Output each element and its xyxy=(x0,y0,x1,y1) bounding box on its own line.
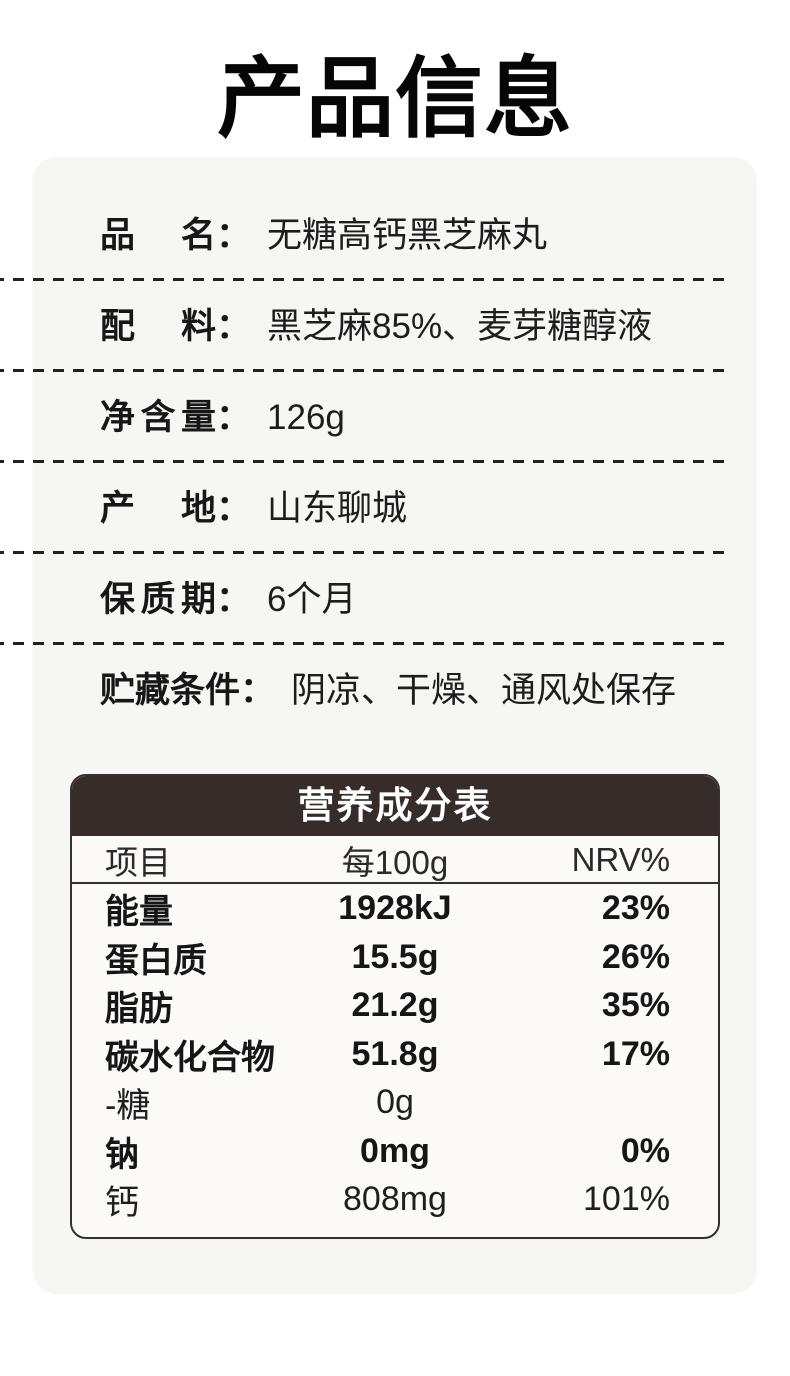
info-label-product-name: 品名 xyxy=(100,215,216,255)
nutrient-per100g: 0mg xyxy=(360,1131,430,1170)
nutrition-column-header-row: 项目 每100g NRV% xyxy=(72,836,718,884)
info-value-origin: 山东聊城 xyxy=(267,488,408,528)
info-colon: ： xyxy=(216,397,252,437)
info-value-net-weight: 126g xyxy=(267,397,345,437)
nutrient-name: 蛋白质 xyxy=(105,941,207,980)
info-label-origin: 产地 xyxy=(100,488,216,528)
nutrition-col-per100g: 每100g xyxy=(341,844,449,881)
nutrient-nrv: 17% xyxy=(601,1034,670,1073)
nutrient-nrv: 26% xyxy=(601,937,670,976)
info-label-net-weight: 净含量 xyxy=(100,397,216,437)
nutrient-per100g: 15.5g xyxy=(351,937,439,976)
nutrient-name: 钙 xyxy=(105,1184,139,1222)
info-row-net-weight: 净含量： 126g xyxy=(0,372,757,463)
info-label-shelf-life: 保质期 xyxy=(100,579,216,619)
product-info-card: 品名： 无糖高钙黑芝麻丸 配料： 黑芝麻85%、麦芽糖醇液 净含量： 126g … xyxy=(0,157,757,1294)
nutrition-col-item: 项目 xyxy=(105,844,171,881)
nutrition-table-title: 营养成分表 xyxy=(72,776,718,836)
info-value-shelf-life: 6个月 xyxy=(267,579,357,619)
nutrient-nrv: 101% xyxy=(583,1180,670,1218)
info-row-origin: 产地： 山东聊城 xyxy=(0,463,757,554)
nutrient-per100g: 21.2g xyxy=(351,986,439,1024)
nutrient-per100g: 0g xyxy=(376,1083,414,1121)
nutrient-name: 钠 xyxy=(105,1135,139,1174)
nutrition-row-carbohydrate: 碳水化合物 51.8g 17% xyxy=(72,1030,718,1079)
info-colon: ： xyxy=(216,579,252,619)
nutrient-nrv: 0% xyxy=(620,1131,670,1170)
info-colon: ： xyxy=(216,306,252,346)
info-label-storage: 贮藏条件 xyxy=(100,670,241,710)
nutrient-name: 碳水化合物 xyxy=(105,1038,275,1077)
nutrient-name: 能量 xyxy=(105,893,173,931)
info-row-ingredients: 配料： 黑芝麻85%、麦芽糖醇液 xyxy=(0,281,757,372)
nutrient-per100g: 808mg xyxy=(343,1180,447,1218)
info-value-product-name: 无糖高钙黑芝麻丸 xyxy=(267,215,548,255)
nutrient-nrv: 23% xyxy=(601,889,670,927)
nutrition-row-sugar: -糖 0g xyxy=(72,1078,718,1127)
nutrition-row-fat: 脂肪 21.2g 35% xyxy=(72,981,718,1030)
info-colon: ： xyxy=(216,215,252,255)
info-row-storage: 贮藏条件： 阴凉、干燥、通风处保存 xyxy=(33,645,757,736)
info-value-ingredients: 黑芝麻85%、麦芽糖醇液 xyxy=(267,306,653,346)
nutrition-row-energy: 能量 1928kJ 23% xyxy=(72,884,718,933)
info-value-storage: 阴凉、干燥、通风处保存 xyxy=(291,670,677,710)
nutrition-table: 营养成分表 项目 每100g NRV% 能量 1928kJ 23% 蛋白质 15… xyxy=(70,774,720,1239)
nutrition-row-sodium: 钠 0mg 0% xyxy=(72,1127,718,1176)
info-row-shelf-life: 保质期： 6个月 xyxy=(0,554,757,645)
page-title: 产品信息 xyxy=(216,46,573,150)
info-colon: ： xyxy=(240,670,276,710)
nutrient-name: 脂肪 xyxy=(105,990,173,1028)
nutrition-col-nrv: NRV% xyxy=(571,841,670,878)
info-label-ingredients: 配料 xyxy=(100,306,216,346)
info-colon: ： xyxy=(216,488,252,528)
nutrient-name: -糖 xyxy=(105,1087,151,1125)
nutrient-nrv: 35% xyxy=(601,986,670,1024)
info-row-product-name: 品名： 无糖高钙黑芝麻丸 xyxy=(0,190,757,281)
nutrition-row-protein: 蛋白质 15.5g 26% xyxy=(72,933,718,982)
nutrient-per100g: 1928kJ xyxy=(338,889,452,927)
nutrition-row-calcium: 钙 808mg 101% xyxy=(72,1175,718,1224)
nutrient-per100g: 51.8g xyxy=(351,1034,439,1073)
